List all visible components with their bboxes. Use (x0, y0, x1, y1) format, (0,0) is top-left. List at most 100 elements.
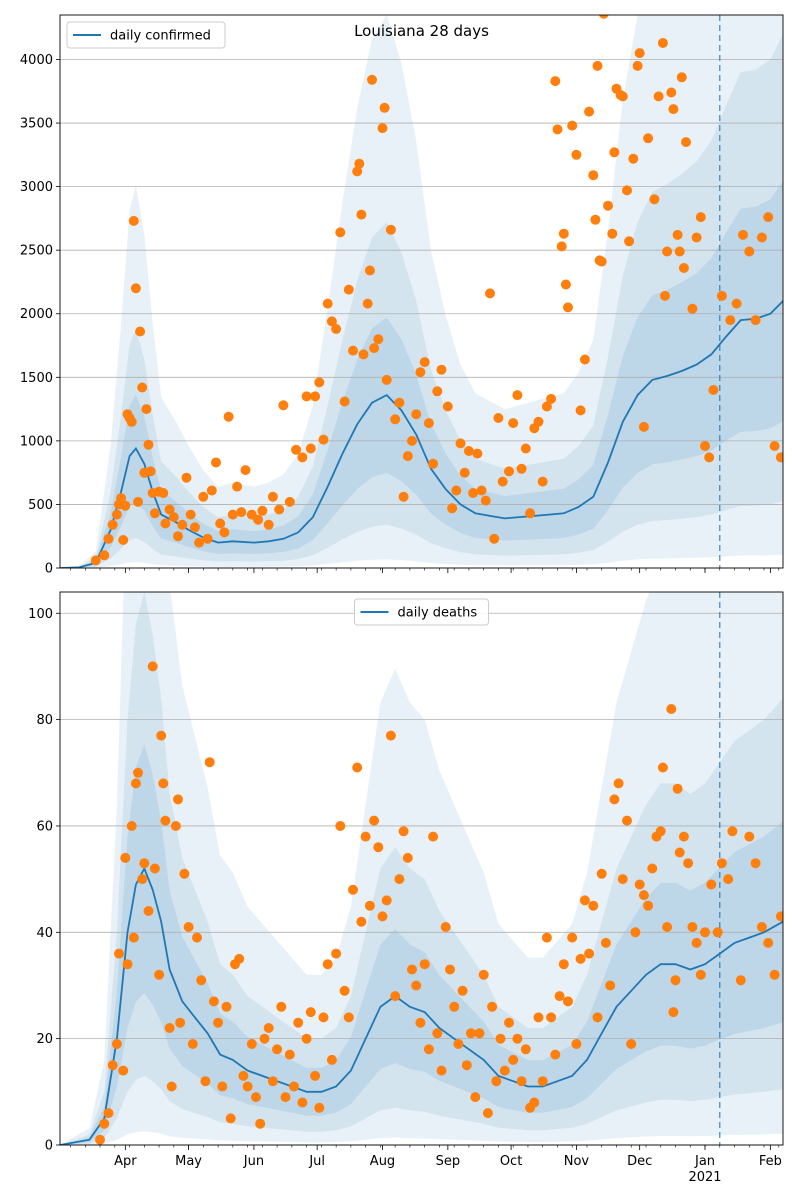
data-point (364, 900, 375, 911)
data-point (367, 74, 377, 85)
data-point (181, 472, 192, 483)
data-point (596, 256, 607, 267)
data-point (301, 391, 312, 402)
data-point (609, 147, 620, 158)
data-point (668, 1007, 679, 1018)
data-point (571, 1039, 582, 1049)
data-point (628, 153, 639, 164)
data-point (556, 241, 567, 252)
legend-box (354, 598, 489, 626)
data-point (489, 533, 500, 544)
data-point (232, 481, 243, 492)
data-point (394, 874, 405, 885)
data-point (137, 874, 148, 885)
data-point (672, 229, 683, 240)
data-point (137, 382, 148, 393)
data-point (630, 927, 641, 938)
data-point (173, 794, 183, 805)
data-point (662, 246, 673, 257)
data-point (653, 91, 664, 102)
data-point (305, 1007, 316, 1018)
data-point (158, 778, 169, 789)
uncertainty-band-1 (60, 592, 783, 1145)
data-point (187, 1039, 198, 1049)
data-point (660, 290, 670, 301)
data-point (571, 149, 582, 160)
data-point (398, 826, 409, 837)
data-point (251, 1092, 261, 1103)
data-point (617, 91, 628, 102)
data-point (466, 1028, 476, 1039)
data-point (213, 1017, 224, 1028)
uncertainty-band-1 (60, 15, 783, 568)
data-point (447, 503, 458, 514)
series-line (60, 300, 783, 568)
axes-frame (59, 591, 784, 1146)
data-point (225, 1113, 236, 1124)
data-point (394, 397, 405, 408)
data-point (695, 212, 706, 223)
data-point (649, 194, 660, 205)
data-point (744, 831, 755, 842)
data-point (95, 1134, 105, 1145)
data-point (135, 326, 146, 337)
data-point (240, 465, 251, 476)
data-point (128, 932, 139, 943)
data-point (377, 123, 388, 134)
data-point (331, 324, 342, 334)
data-point (381, 895, 392, 906)
chart-title: Louisiana 28 days (354, 22, 489, 40)
data-point (160, 815, 171, 826)
data-point (666, 704, 677, 714)
data-point (463, 446, 474, 456)
data-point (318, 434, 329, 445)
data-point (453, 1039, 464, 1049)
data-point (563, 302, 573, 313)
data-point (575, 405, 586, 416)
data-point (352, 762, 363, 773)
data-point (449, 1001, 460, 1012)
data-point (525, 508, 536, 519)
data-point (643, 133, 654, 144)
data-point (516, 463, 527, 474)
legend: daily confirmed (66, 21, 226, 49)
data-point (149, 508, 160, 519)
data-point (657, 762, 668, 773)
data-point (208, 996, 219, 1007)
data-point (560, 279, 571, 290)
data-point (480, 495, 491, 506)
data-point (369, 815, 380, 826)
data-point (128, 215, 139, 226)
data-point (192, 932, 202, 943)
data-point (666, 87, 677, 98)
data-point (219, 527, 230, 538)
data-point (166, 1081, 177, 1092)
data-point (428, 458, 439, 469)
data-point (278, 400, 289, 411)
data-point (360, 831, 371, 842)
data-point (348, 884, 358, 895)
data-point (476, 485, 487, 496)
data-point (99, 550, 110, 561)
data-point (238, 1070, 249, 1081)
data-point (588, 900, 599, 911)
data-point (493, 413, 504, 423)
data-point (700, 927, 710, 938)
data-point (200, 1076, 211, 1087)
data-point (267, 491, 278, 502)
data-point (402, 451, 413, 462)
data-point (379, 102, 390, 113)
data-point (470, 1092, 481, 1103)
reported-points (90, 15, 783, 566)
data-point (442, 401, 453, 412)
data-point (546, 393, 557, 404)
data-point (202, 533, 213, 544)
y-tick-label: 100 (28, 607, 53, 622)
data-point (485, 288, 495, 299)
data-point (133, 496, 143, 507)
data-point (164, 504, 175, 515)
data-point (775, 911, 783, 922)
data-point (154, 969, 165, 980)
data-point (497, 476, 508, 487)
